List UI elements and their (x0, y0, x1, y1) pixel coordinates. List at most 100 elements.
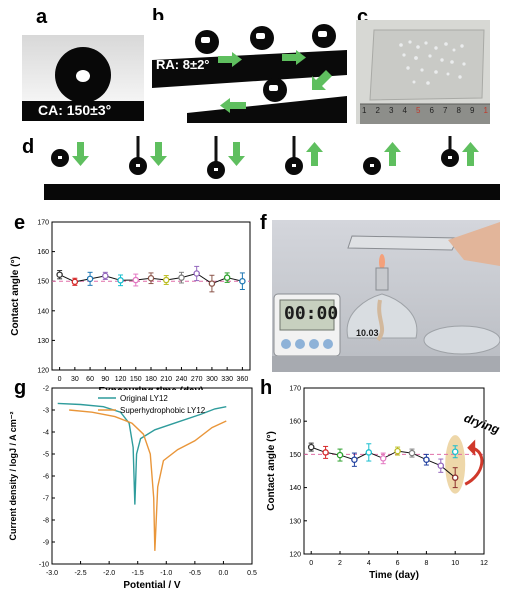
needle (214, 136, 218, 164)
legend-label: Original LY12 (120, 394, 168, 403)
up-arrow-icon (306, 142, 323, 152)
ruler-digit: 8 (456, 106, 461, 115)
panel-label-g: g (14, 377, 27, 399)
x-tick-label: 330 (221, 376, 233, 383)
y-tick-label: -10 (39, 562, 49, 569)
x-tick-label: 60 (86, 376, 94, 383)
timer-label: 10.03 (356, 328, 379, 338)
y-tick-label: 130 (37, 338, 49, 345)
y-tick-label: -5 (43, 452, 49, 459)
x-tick-label: 0 (58, 376, 62, 383)
y-tick-label: 120 (37, 368, 49, 375)
y-tick-label: 150 (289, 452, 301, 459)
plot-frame (51, 221, 251, 371)
flame-test-photo: 00:00 10.03 (272, 220, 500, 372)
down-arrow-icon (228, 156, 245, 166)
up-arrow-icon (311, 152, 318, 166)
ruler-digit: 9 (470, 106, 475, 115)
data-point (56, 271, 63, 278)
y-tick-label: 170 (289, 386, 301, 393)
x-tick-label: 2 (338, 560, 342, 567)
x-tick-label: 30 (71, 376, 79, 383)
x-tick-label: -0.5 (189, 570, 201, 577)
y-tick-label: -6 (43, 474, 49, 481)
data-point (102, 272, 109, 280)
data-point (162, 276, 170, 284)
data-point (239, 277, 246, 285)
x-tick-label: 4 (367, 560, 371, 567)
panel-label-f: f (260, 212, 267, 234)
ruler-digit: 4 (402, 106, 407, 115)
up-arrow-icon (462, 142, 479, 152)
y-tick-label: -2 (43, 386, 49, 393)
data-point (394, 447, 401, 455)
down-arrow-icon (155, 142, 162, 156)
x-tick-label: 210 (160, 376, 172, 383)
up-arrow-icon (384, 142, 401, 152)
y-tick-label: -7 (43, 496, 49, 503)
ruler-digit: 6 (429, 106, 434, 115)
x-tick-label: 6 (396, 560, 400, 567)
x-tick-label: 240 (176, 376, 188, 383)
y-tick-label: 160 (37, 249, 49, 256)
ruler-digit: 2 (375, 106, 380, 115)
droplet-highlight (370, 164, 374, 167)
up-arrow-icon (467, 152, 474, 166)
data-point (322, 449, 329, 456)
data-point (223, 274, 231, 281)
droplet-highlight (214, 168, 218, 171)
x-tick-label: -2.0 (103, 570, 115, 577)
data-point (86, 275, 94, 283)
drying-annotation: drying (462, 411, 502, 437)
y-tick-label: -3 (43, 408, 49, 415)
ruler-digit: 3 (389, 106, 394, 115)
x-tick-label: 8 (424, 560, 428, 567)
panel-label-e: e (14, 212, 26, 234)
data-point (132, 276, 140, 284)
data-point (408, 449, 416, 457)
x-tick-label: -1.5 (132, 570, 144, 577)
series-line (57, 402, 227, 505)
droplet-highlight (58, 156, 62, 159)
ruler-digit: 1 (483, 106, 488, 115)
y-tick-label: 130 (289, 518, 301, 525)
data-point (365, 449, 373, 456)
down-arrow-icon (72, 156, 89, 166)
plot-frame (303, 387, 485, 555)
down-arrow-icon (77, 142, 84, 156)
ruler-digit: 1 (362, 106, 367, 115)
chart-h: 0 2 4 6 8 10 12 120 130 140 150 160 170 Time (day) Con… (266, 386, 502, 582)
x-tick-label: 90 (101, 376, 109, 383)
down-arrow-icon (150, 156, 167, 166)
y-axis-label: Contact angle (°) (10, 256, 21, 336)
panel-label-d: d (22, 136, 35, 158)
contact-angle-text: CA: 150±3° (38, 102, 112, 118)
series-line (69, 409, 227, 551)
data-point (336, 451, 344, 459)
x-tick-label: 360 (237, 376, 249, 383)
x-tick-label: 150 (130, 376, 142, 383)
x-tick-label: 0.5 (247, 570, 257, 577)
plate-illustration (356, 20, 490, 124)
data-point (193, 270, 200, 277)
y-tick-label: -8 (43, 518, 49, 525)
droplet-highlight (448, 156, 452, 159)
y-tick-label: -4 (43, 430, 49, 437)
data-point (307, 443, 315, 451)
data-point (178, 274, 185, 281)
flame-test-illustration (272, 220, 500, 372)
data-point (423, 456, 430, 463)
bounce-frames (44, 136, 500, 200)
x-tick-label: 300 (206, 376, 218, 383)
x-axis-label: Time (day) (369, 570, 419, 581)
down-arrow-icon (233, 142, 240, 156)
drying-highlight (445, 435, 466, 494)
x-tick-label: 10 (451, 560, 459, 567)
x-tick-label: 0 (309, 560, 313, 567)
y-tick-label: 140 (37, 308, 49, 315)
curved-arrow-icon (467, 439, 476, 457)
data-point-recovered (451, 448, 459, 455)
chart-e: 0 30 60 90 120 150 180 210 240 270 300 330 360120130… (10, 220, 251, 390)
ruler-digits: 1 2 3 4 5 6 7 8 9 1 (362, 106, 488, 115)
needle (448, 136, 452, 152)
